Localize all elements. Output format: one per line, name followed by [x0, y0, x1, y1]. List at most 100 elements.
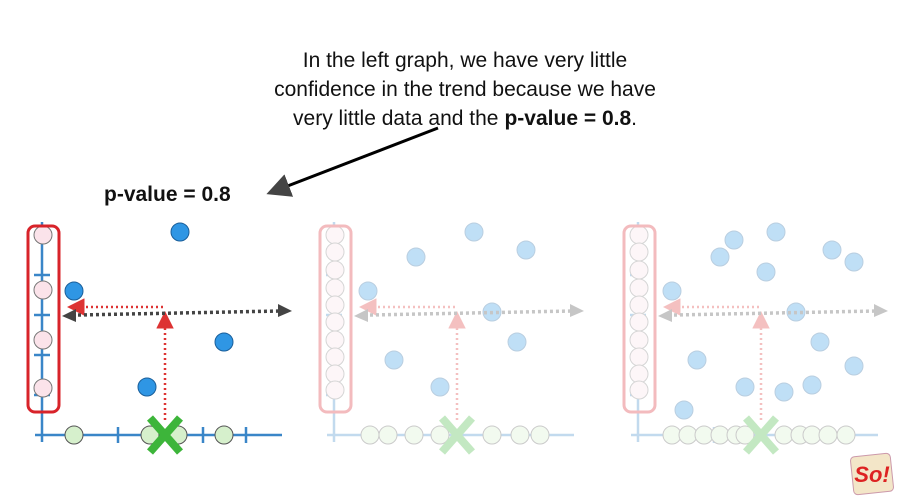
x-mark	[743, 415, 779, 455]
y-projection	[325, 278, 345, 298]
annotation-line: In the left graph, we have very little	[302, 49, 628, 72]
y-projection	[325, 225, 345, 245]
x-projection	[836, 425, 856, 445]
data-point	[786, 302, 806, 322]
y-projection	[629, 242, 649, 262]
data-point	[774, 382, 794, 402]
data-point	[724, 230, 744, 250]
pointer-arrow	[266, 126, 439, 197]
y-projection	[629, 312, 649, 332]
x-projection	[662, 425, 682, 445]
x-projection	[726, 425, 746, 445]
arrowhead	[570, 304, 584, 317]
x-projection	[710, 425, 730, 445]
data-point	[810, 332, 830, 352]
arrowhead	[278, 304, 292, 317]
x-projection	[214, 425, 234, 445]
annotation-bold: p-value = 0.8	[504, 107, 632, 130]
p-value-label: p-value = 0.8	[104, 183, 231, 206]
y-projection	[325, 242, 345, 262]
y-projection	[629, 380, 649, 400]
x-projection	[735, 425, 755, 445]
gray-guide	[673, 309, 877, 317]
data-point	[802, 375, 822, 395]
y-projection	[33, 330, 53, 350]
graph	[622, 222, 888, 455]
y-projection	[629, 260, 649, 280]
y-projection	[325, 364, 345, 384]
y-projection	[629, 330, 649, 350]
x-projection	[140, 425, 160, 445]
y-projection	[629, 225, 649, 245]
x-mark	[439, 415, 475, 455]
data-point	[822, 240, 842, 260]
logo-text: So!	[854, 462, 889, 487]
data-point	[844, 356, 864, 376]
data-point	[482, 302, 502, 322]
y-projection	[325, 380, 345, 400]
data-point	[384, 350, 404, 370]
annotation-line: confidence in the trend because we have	[274, 78, 656, 101]
y-projection	[629, 278, 649, 298]
data-point	[170, 222, 190, 242]
x-projection	[404, 425, 424, 445]
annotation: In the left graph, we have very little c…	[230, 46, 700, 133]
highlight-box	[26, 224, 61, 414]
x-projection	[678, 425, 698, 445]
x-projection	[530, 425, 550, 445]
y-projection	[325, 330, 345, 350]
x-projection	[790, 425, 810, 445]
x-projection	[360, 425, 380, 445]
data-point	[516, 240, 536, 260]
arrowhead	[874, 304, 888, 317]
data-point	[214, 332, 234, 352]
arrowhead	[658, 309, 672, 322]
data-point	[464, 222, 484, 242]
annotation-line: very little data and the	[293, 107, 499, 130]
annotation-end: .	[631, 107, 637, 130]
x-projection	[774, 425, 794, 445]
y-projection	[629, 295, 649, 315]
data-point	[687, 350, 707, 370]
data-point	[64, 281, 84, 301]
data-point	[735, 377, 755, 397]
data-point	[756, 262, 776, 282]
data-point	[507, 332, 527, 352]
x-projection	[818, 425, 838, 445]
y-projection	[325, 312, 345, 332]
data-point	[137, 377, 157, 397]
highlight-box	[622, 224, 657, 414]
x-projection	[694, 425, 714, 445]
highlight-box	[318, 224, 353, 414]
y-projection	[33, 280, 53, 300]
data-point	[662, 281, 682, 301]
arrowhead	[62, 309, 76, 322]
x-projection	[802, 425, 822, 445]
y-projection	[629, 347, 649, 367]
x-projection	[510, 425, 530, 445]
y-projection	[325, 260, 345, 280]
x-projection	[64, 425, 84, 445]
arrowhead	[354, 309, 368, 322]
graph	[318, 222, 584, 455]
logo: So!	[850, 452, 894, 496]
data-point	[674, 400, 694, 420]
data-point	[710, 247, 730, 267]
data-point	[766, 222, 786, 242]
y-projection	[325, 295, 345, 315]
graph	[26, 222, 292, 455]
data-point	[430, 377, 450, 397]
y-projection	[325, 347, 345, 367]
y-projection	[629, 364, 649, 384]
y-projection	[33, 225, 53, 245]
data-point	[406, 247, 426, 267]
x-projection	[482, 425, 502, 445]
data-point	[358, 281, 378, 301]
data-point	[844, 252, 864, 272]
x-projection	[430, 425, 450, 445]
x-projection	[378, 425, 398, 445]
y-projection	[33, 378, 53, 398]
x-mark	[147, 415, 183, 455]
